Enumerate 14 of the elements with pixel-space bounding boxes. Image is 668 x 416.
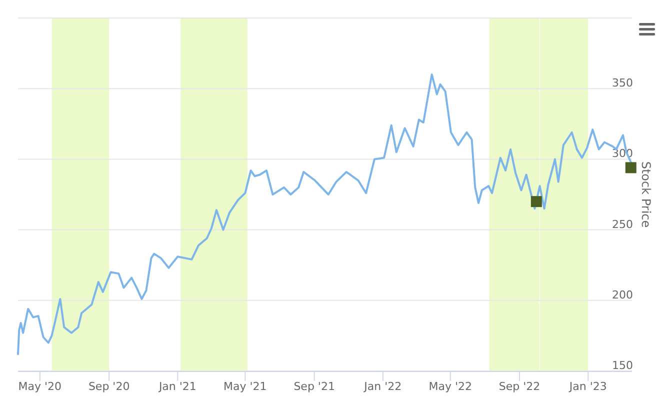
x-tick-label: Jan '22 [363,380,402,393]
y-axis-title: Stock Price [639,161,653,228]
x-tick-label: Jan '23 [568,380,607,393]
y-tick-label: 350 [612,76,633,90]
x-tick-label: Jan '21 [158,380,196,393]
x-tick-label: May '22 [428,380,472,393]
x-tick-label: May '21 [224,380,267,393]
y-tick-label: 200 [612,288,633,302]
x-tick-label: Sep '22 [498,380,540,393]
y-tick-label: 150 [612,359,633,372]
x-tick-label: May '20 [18,380,62,393]
y-tick-label: 250 [612,218,633,231]
x-tick-label: Sep '20 [88,380,130,393]
x-tick-label: Sep '21 [294,380,335,393]
